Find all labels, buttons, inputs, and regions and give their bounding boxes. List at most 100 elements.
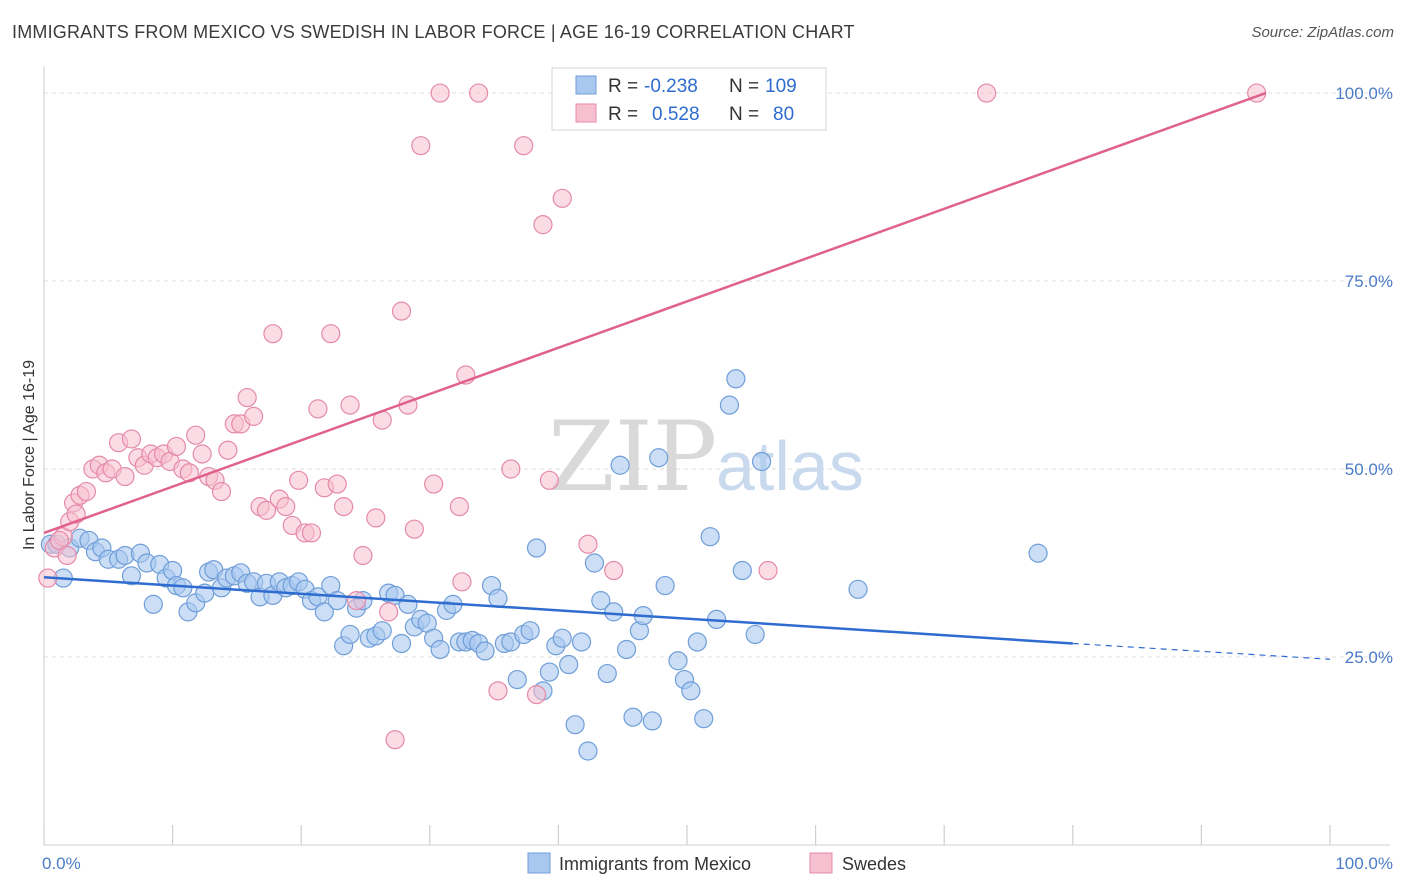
data-point-swedes xyxy=(115,466,135,487)
data-point-swedes xyxy=(121,429,142,449)
data-point-immigrants xyxy=(584,553,605,573)
data-point-swedes xyxy=(256,500,277,520)
data-point-swedes xyxy=(552,188,572,208)
watermark-atlas: atlas xyxy=(716,427,864,505)
data-point-swedes xyxy=(340,395,360,415)
data-point-immigrants xyxy=(507,669,527,690)
x-tick-labels: 0.0% 100.0% xyxy=(42,854,1393,873)
data-point-immigrants xyxy=(649,448,669,468)
source-label: Source: ZipAtlas.com xyxy=(1251,24,1394,41)
data-point-swedes xyxy=(366,508,386,528)
bottom-legend-swatch-immigrants xyxy=(527,852,551,874)
data-point-swedes xyxy=(192,444,212,464)
data-point-swedes xyxy=(452,572,472,592)
data-point-immigrants xyxy=(539,662,559,682)
data-point-swedes xyxy=(57,545,77,566)
data-point-immigrants xyxy=(597,663,617,684)
data-point-swedes xyxy=(469,83,489,103)
data-point-immigrants xyxy=(694,709,714,729)
data-point-immigrants xyxy=(559,654,579,675)
data-point-swedes xyxy=(379,602,399,622)
x-tick-label: 0.0% xyxy=(42,854,81,873)
bottom-legend-swedes: Swedes xyxy=(842,854,906,874)
data-point-swedes xyxy=(424,474,444,494)
data-point-immigrants xyxy=(745,624,765,645)
data-point-immigrants xyxy=(565,715,585,735)
legend-swatch-swedes xyxy=(575,103,597,123)
correlation-legend: R = -0.238 N = 109 R = 0.528 N = 80 xyxy=(551,67,827,131)
legend-r-label-2: R = xyxy=(608,104,638,125)
legend-r-label-1: R = xyxy=(608,76,638,97)
data-point-swedes xyxy=(430,83,450,103)
data-point-swedes xyxy=(411,136,431,156)
data-point-immigrants xyxy=(700,527,720,547)
data-point-immigrants xyxy=(372,621,392,641)
series-legend: Immigrants from Mexico Swedes xyxy=(527,852,906,874)
trend-lines xyxy=(43,91,1331,660)
data-point-swedes xyxy=(514,136,534,156)
data-point-swedes xyxy=(263,324,283,344)
y-tick-label: 100.0% xyxy=(1335,84,1393,103)
data-point-immigrants xyxy=(121,566,142,586)
data-point-swedes xyxy=(578,534,598,554)
data-point-swedes xyxy=(211,481,232,502)
data-point-immigrants xyxy=(642,711,662,731)
data-point-immigrants xyxy=(681,681,701,701)
legend-n-label-2: N = xyxy=(729,104,759,125)
data-point-swedes xyxy=(604,560,624,581)
data-point-immigrants xyxy=(526,538,547,558)
data-point-immigrants xyxy=(591,591,611,611)
watermark-zip: ZIP xyxy=(548,401,717,513)
data-point-swedes xyxy=(308,399,328,419)
bottom-legend-immigrants: Immigrants from Mexico xyxy=(559,854,751,874)
data-point-swedes xyxy=(76,481,97,502)
legend-r-value-2: 0.528 xyxy=(652,104,700,125)
legend-n-value-2: 80 xyxy=(773,104,794,125)
axes xyxy=(43,66,1390,846)
data-point-immigrants xyxy=(552,628,572,648)
trend-line-immigrants xyxy=(43,576,1073,645)
data-point-immigrants xyxy=(571,632,592,652)
data-point-swedes xyxy=(289,470,309,490)
data-point-swedes xyxy=(391,301,412,321)
y-tick-label: 75.0% xyxy=(1345,272,1393,291)
data-point-swedes xyxy=(244,406,264,426)
legend-swatch-immigrants xyxy=(575,75,597,95)
data-point-immigrants xyxy=(430,639,450,660)
data-point-immigrants xyxy=(391,633,412,654)
data-point-swedes xyxy=(385,730,405,750)
data-point-immigrants xyxy=(327,591,347,611)
data-point-swedes xyxy=(186,425,206,445)
trend-line-immigrants-extension xyxy=(1072,642,1331,660)
data-point-immigrants xyxy=(610,455,630,475)
bottom-legend-swatch-swedes xyxy=(809,852,833,874)
data-point-immigrants xyxy=(668,651,688,671)
data-point-immigrants xyxy=(719,395,740,415)
trend-line-swedes xyxy=(43,91,1267,535)
y-tick-labels: 25.0% 50.0% 75.0% 100.0% xyxy=(1335,84,1393,667)
data-point-swedes xyxy=(353,545,373,566)
data-point-immigrants xyxy=(520,621,540,641)
data-point-swedes xyxy=(327,474,347,494)
data-point-immigrants xyxy=(475,641,495,661)
data-point-swedes xyxy=(166,436,187,457)
data-point-swedes xyxy=(404,519,424,539)
data-point-immigrants xyxy=(578,741,598,761)
grid-lines xyxy=(44,92,1390,658)
data-point-swedes xyxy=(526,685,547,705)
y-tick-label: 25.0% xyxy=(1345,648,1393,667)
legend-r-value-1: -0.238 xyxy=(644,76,698,97)
data-point-immigrants xyxy=(488,588,508,608)
y-axis-label: In Labor Force | Age 16-19 xyxy=(21,360,38,550)
data-point-immigrants xyxy=(848,579,868,599)
data-point-immigrants xyxy=(687,632,707,652)
data-point-swedes xyxy=(321,324,341,344)
data-point-swedes xyxy=(346,591,367,611)
data-point-immigrants xyxy=(732,560,752,581)
data-point-swedes xyxy=(237,387,257,408)
data-point-swedes xyxy=(501,459,521,479)
data-point-immigrants xyxy=(623,707,643,727)
data-point-immigrants xyxy=(314,602,334,622)
data-point-immigrants xyxy=(726,369,746,389)
